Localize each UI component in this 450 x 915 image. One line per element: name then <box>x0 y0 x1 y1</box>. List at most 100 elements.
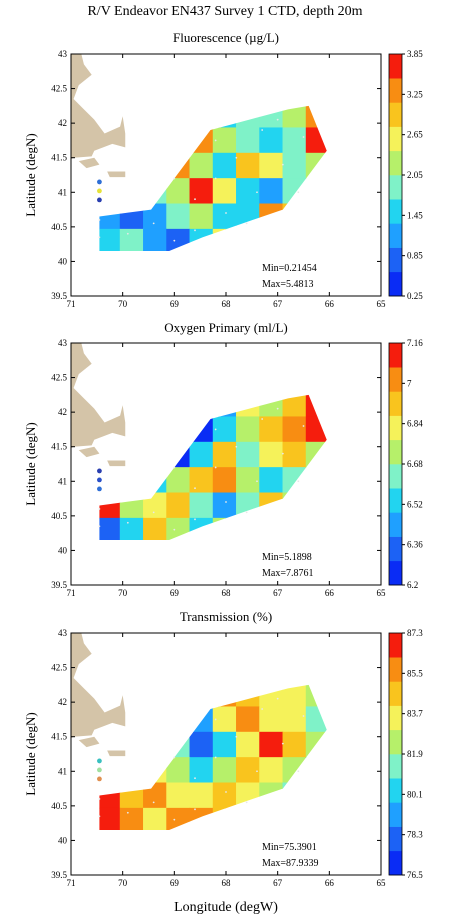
field-cell <box>236 757 260 784</box>
field-cell <box>143 517 167 541</box>
inshore-station-dot <box>97 758 102 764</box>
station-point <box>98 236 101 239</box>
field-cell <box>189 782 214 809</box>
station-point <box>245 222 248 225</box>
field-cell <box>212 782 237 809</box>
colorbar-segment <box>389 778 402 803</box>
colorbar-segment <box>389 633 402 658</box>
field-cell <box>212 706 237 733</box>
station-point <box>194 487 196 490</box>
panel-1-title: Fluorescence (µg/L) <box>172 30 280 45</box>
x-tick-label: 65 <box>377 299 387 309</box>
field-cell <box>166 467 191 494</box>
x-tick-label: 71 <box>67 588 76 598</box>
colorbar-tick-label: 6.84 <box>407 419 423 429</box>
station-point <box>245 511 248 514</box>
field-cell <box>236 127 260 154</box>
colorbar-tick-label: 2.05 <box>407 170 423 180</box>
station-point <box>235 735 238 738</box>
station-point <box>256 480 258 483</box>
inshore-station-dot <box>97 477 102 483</box>
colorbar-segment <box>389 102 402 127</box>
x-tick-label: 69 <box>170 299 180 309</box>
max-label: Max=7.8761 <box>262 568 313 579</box>
island <box>78 157 100 169</box>
station-point <box>214 428 217 431</box>
station-point <box>281 742 284 745</box>
colorbar-tick-label: 7 <box>407 378 412 388</box>
y-axis-label: Latitude (degN) <box>23 422 38 505</box>
station-point <box>214 718 217 721</box>
y-tick-label: 41 <box>58 187 67 197</box>
station-point <box>302 715 305 717</box>
station-point <box>297 191 300 194</box>
station-point <box>194 198 196 201</box>
colorbar-segment <box>389 560 402 586</box>
island <box>107 460 126 467</box>
island <box>107 171 126 178</box>
y-tick-label: 39.5 <box>51 291 67 301</box>
station-point <box>225 791 227 793</box>
colorbar-segment <box>389 536 402 562</box>
field-cell <box>282 152 307 179</box>
inshore-station-dot <box>97 486 102 492</box>
station-point <box>302 136 305 138</box>
field-cell <box>282 731 307 758</box>
colorbar-segment <box>389 705 402 731</box>
field-cell <box>189 203 214 230</box>
x-tick-label: 67 <box>273 878 283 888</box>
y-tick-label: 42.5 <box>51 84 67 94</box>
colorbar-segment <box>389 199 402 224</box>
field-cell <box>166 757 191 784</box>
colorbar-segment <box>389 367 402 392</box>
field-cell <box>189 492 214 519</box>
station-point <box>276 697 279 700</box>
station-point <box>256 191 258 194</box>
station-point <box>214 177 217 180</box>
station-point <box>281 163 284 166</box>
station-point <box>173 239 176 242</box>
station-point <box>152 511 155 514</box>
field-cell <box>259 731 284 758</box>
colorbar-tick-label: 80.1 <box>407 789 423 799</box>
y-tick-label: 40 <box>58 545 68 555</box>
colorbar-segment <box>389 343 402 368</box>
y-tick-label: 40.5 <box>51 222 67 232</box>
inshore-station-dot <box>97 468 102 474</box>
y-tick-label: 42 <box>58 697 67 707</box>
x-tick-label: 68 <box>222 878 232 888</box>
field-cell <box>282 105 307 129</box>
field-cell <box>282 684 307 708</box>
colorbar-segment <box>389 415 402 441</box>
x-tick-label: 68 <box>222 299 232 309</box>
colorbar-segment <box>389 802 402 827</box>
station-point <box>214 139 217 142</box>
field-cell <box>166 203 191 230</box>
colorbar-segment <box>389 271 402 297</box>
field-cell <box>259 127 284 154</box>
field-cell <box>282 441 307 468</box>
colorbar-segment <box>389 488 402 513</box>
field-cell <box>166 492 191 519</box>
colorbar-tick-label: 1.45 <box>407 210 423 220</box>
station-point <box>194 777 196 780</box>
x-tick-label: 66 <box>325 299 335 309</box>
panel-1: 71 70 69 68 67 66 65 39.5 40 40.5 41 41.5 42 42.5 43 La… <box>23 49 423 309</box>
field-cell <box>143 492 167 519</box>
y-tick-label: 40.5 <box>51 511 67 521</box>
x-tick-label: 67 <box>273 299 283 309</box>
figure-title: R/V Endeavor EN437 Survey 1 CTD, depth 2… <box>87 4 363 19</box>
station-point <box>276 118 279 121</box>
y-tick-label: 41 <box>58 766 67 776</box>
station-point <box>194 229 196 232</box>
field-cell <box>259 416 284 443</box>
field-cell <box>143 807 167 831</box>
station-point <box>126 521 129 524</box>
inshore-station-dot <box>97 767 102 773</box>
colorbar-segment <box>389 78 402 103</box>
min-label: Min=0.21454 <box>262 263 317 274</box>
station-point <box>297 480 300 483</box>
y-tick-label: 40 <box>58 256 68 266</box>
field-cell <box>212 467 237 494</box>
field-cell <box>99 228 121 252</box>
